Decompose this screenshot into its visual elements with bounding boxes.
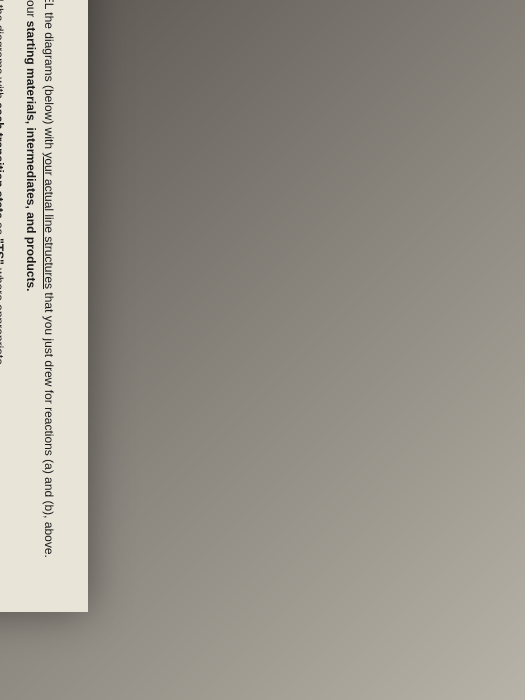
question-c-mid: as: [0, 219, 6, 238]
question-b-underline: your actual line structures: [42, 152, 56, 289]
question-c-pre: Label the diagrams with: [0, 0, 6, 102]
question-b-bold: starting materials, intermediates, and p…: [24, 21, 38, 292]
question-c-bold2: "TS": [0, 238, 6, 265]
question-c: (C) Label the diagrams with each transit…: [0, 0, 8, 572]
worksheet-page: (B) LABEL the diagrams (below) with your…: [0, 0, 88, 612]
question-c-bold1: each transition state: [0, 102, 6, 219]
question-b: (B) LABEL the diagrams (below) with your…: [22, 0, 58, 572]
question-b-pre: LABEL the diagrams (below) with: [42, 0, 56, 152]
question-c-post: where appropriate.: [0, 265, 6, 368]
